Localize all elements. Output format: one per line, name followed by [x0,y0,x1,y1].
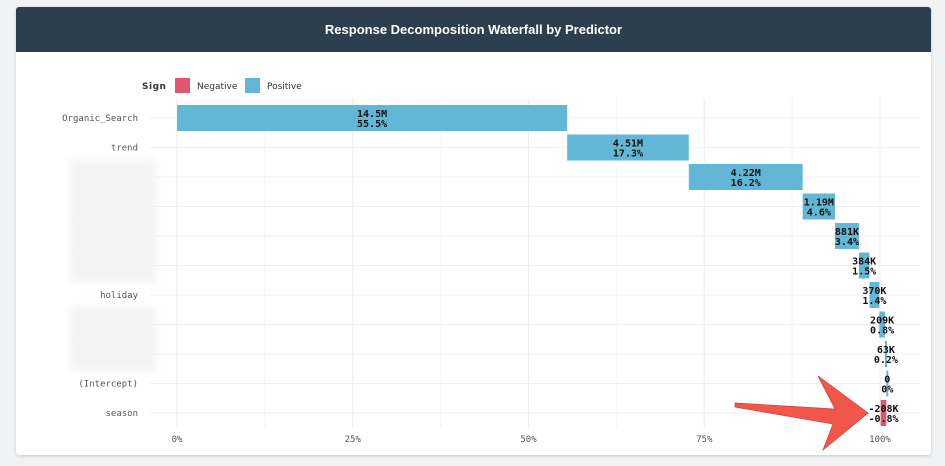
y-tick-label: Organic_Search [62,114,138,124]
gridlines [150,98,920,428]
card-header: Response Decomposition Waterfall by Pred… [16,7,931,52]
bar [688,164,803,190]
y-tick-label: trend [111,144,138,154]
bar [886,370,889,397]
chart-title: Response Decomposition Waterfall by Pred… [324,22,623,37]
bar [869,282,880,308]
legend: Sign Negative Positive [142,78,302,93]
bar-pct-label: 16.2% [731,178,761,189]
bar-value-label: 4.22M [731,168,761,179]
bar-pct-label: 0% [881,385,893,396]
bar [177,105,568,131]
bar-pct-label: 1.4% [862,296,886,307]
bar-pct-label: 4.6% [807,208,831,219]
bar-pct-label: 0.2% [874,355,898,366]
bar [802,193,836,220]
bar-value-label: 881K [835,227,859,238]
bar-value-label: -208K [868,404,898,415]
bar-value-label: 14.5M [357,109,387,120]
y-tick-label: season [105,409,138,419]
bar-value-label: 370K [862,286,886,297]
bar-value-label: 384K [852,257,876,268]
blur-patch [70,219,156,253]
x-tick-label: 50% [520,435,537,445]
blur-patch [70,337,156,371]
bar [835,223,859,249]
blur-patch [70,248,156,283]
legend-label-positive: Positive [267,82,302,92]
legend-swatch-negative [175,78,190,93]
annotation-arrow [734,375,869,452]
bar [858,252,870,279]
bar-pct-label: 0.8% [870,326,894,337]
bar-pct-label: 55.5% [357,119,387,130]
blur-patch [70,189,156,224]
bar [880,400,887,426]
y-tick-label: (Intercept) [78,380,138,390]
x-tick-label: 75% [696,435,713,445]
legend-title: Sign [142,82,166,92]
legend-label-negative: Negative [197,82,238,92]
bar-value-label: 1.19M [804,198,834,209]
bar [879,311,885,338]
bar-pct-label: 3.4% [835,237,859,248]
blur-patch [70,307,156,342]
x-tick-label: 100% [869,435,891,445]
bar [884,341,887,367]
x-tick-label: 25% [345,435,362,445]
blur-patch [70,160,156,194]
bars [177,105,889,426]
bar-value-label: 0 [884,375,890,386]
bar-value-label: 63K [877,345,895,356]
bar-pct-label: 1.5% [852,267,876,278]
bar-pct-label: 17.3% [613,149,643,160]
bar-value-label: 4.51M [613,139,643,150]
red-arrow-icon [734,375,869,452]
bar [567,134,689,161]
x-tick-label: 0% [172,435,183,445]
bar-pct-label: -0.8% [868,414,898,425]
y-tick-label: holiday [100,291,139,301]
legend-swatch-positive [245,78,260,93]
bar-value-label: 209K [870,316,894,327]
redaction-blur [70,160,156,371]
x-axis-labels: 0% 25% 50% 75% 100% [172,435,892,445]
chart-card: Response Decomposition Waterfall by Pred… [16,7,931,455]
